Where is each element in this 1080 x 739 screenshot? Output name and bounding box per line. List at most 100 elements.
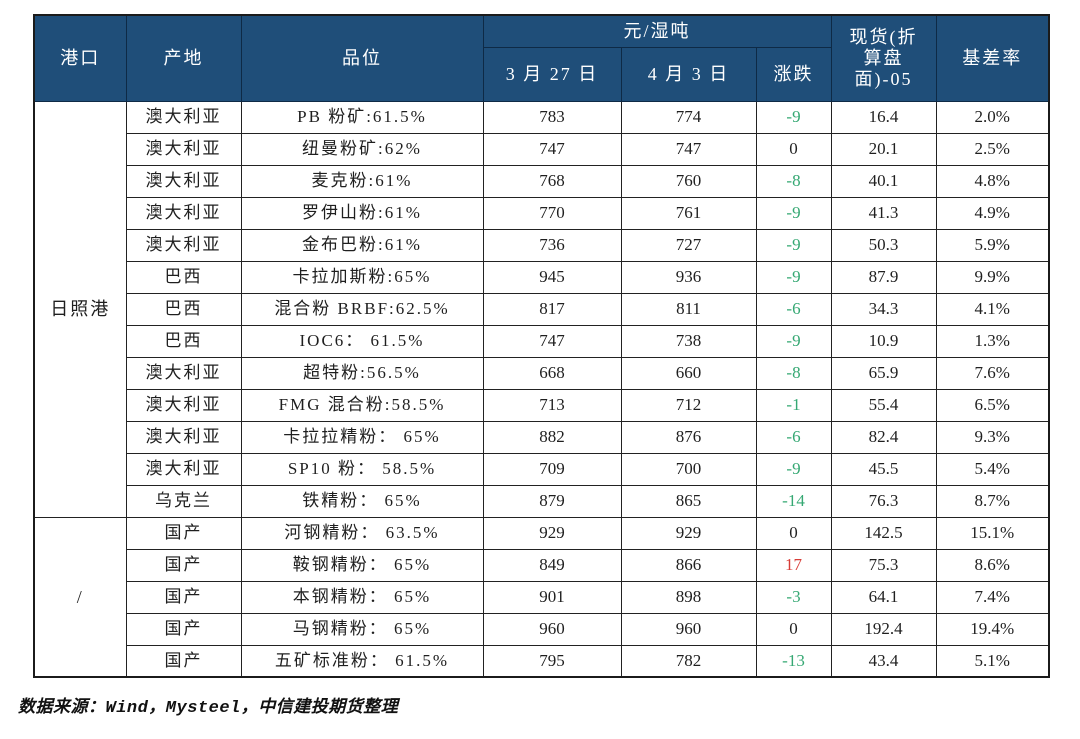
port-cell: 日照港 [33,100,127,518]
grade-cell: PB 粉矿:61.5% [240,100,484,134]
price-cell-apr3: 866 [620,548,757,582]
price-cell-apr3: 865 [620,484,757,518]
change-cell: -9 [755,260,832,294]
price-cell-apr3: 811 [620,292,757,326]
origin-cell: 国产 [125,612,242,646]
price-cell-apr3: 876 [620,420,757,454]
spot-cell: 192.4 [830,612,937,646]
origin-cell: 澳大利亚 [125,452,242,486]
spot-cell: 142.5 [830,516,937,550]
origin-cell: 澳大利亚 [125,388,242,422]
grade-cell: IOC6： 61.5% [240,324,484,358]
origin-cell: 巴西 [125,260,242,294]
price-cell-apr3: 700 [620,452,757,486]
basis-cell: 6.5% [935,388,1050,422]
table-row: 澳大利亚 金布巴粉:61% 736 727 -9 50.3 5.9% [34,228,1050,262]
col-header-port: 港口 [33,14,127,102]
price-cell-apr3: 738 [620,324,757,358]
change-cell: 0 [755,132,832,166]
price-cell-mar27: 795 [482,644,622,678]
price-cell-mar27: 929 [482,516,622,550]
grade-cell: 罗伊山粉:61% [240,196,484,230]
price-cell-apr3: 727 [620,228,757,262]
col-header-change: 涨跌 [755,46,832,102]
origin-cell: 澳大利亚 [125,420,242,454]
origin-cell: 国产 [125,548,242,582]
grade-cell: 本钢精粉： 65% [240,580,484,614]
price-cell-apr3: 929 [620,516,757,550]
col-header-grade: 品位 [240,14,484,102]
price-cell-mar27: 882 [482,420,622,454]
price-table-container: 港口 产地 品位 元/湿吨 现货(折 算盘 面)-05 基差率 3 月 27 日 4… [33,14,1051,678]
table-row: 澳大利亚 罗伊山粉:61% 770 761 -9 41.3 4.9% [34,196,1050,230]
table-row: 巴西 IOC6： 61.5% 747 738 -9 10.9 1.3% [34,324,1050,358]
change-cell: -8 [755,164,832,198]
table-body: 日照港 澳大利亚 PB 粉矿:61.5% 783 774 -9 16.4 2.0% 澳大利亚 纽曼… [33,100,1050,678]
table-row: / 国产 河钢精粉： 63.5% 929 929 0 142.5 15.1% [33,516,1050,678]
basis-cell: 2.0% [935,100,1050,134]
price-cell-apr3: 660 [620,356,757,390]
grade-cell: SP10 粉： 58.5% [240,452,484,486]
grade-cell: 河钢精粉： 63.5% [240,516,484,550]
price-cell-mar27: 817 [482,292,622,326]
price-cell-apr3: 960 [620,612,757,646]
change-cell: -14 [755,484,832,518]
basis-cell: 9.9% [935,260,1050,294]
spot-cell: 76.3 [830,484,937,518]
col-header-date-mar27: 3 月 27 日 [482,46,622,102]
spot-cell: 20.1 [830,132,937,166]
grade-cell: 卡拉加斯粉:65% [240,260,484,294]
spot-header-line: 现货(折 [849,27,918,48]
spot-header-line: 算盘 [863,47,904,68]
price-cell-mar27: 879 [482,484,622,518]
origin-cell: 澳大利亚 [125,164,242,198]
grade-cell: 卡拉拉精粉： 65% [240,420,484,454]
basis-cell: 4.1% [935,292,1050,326]
grade-cell: 纽曼粉矿:62% [240,132,484,166]
basis-cell: 8.7% [935,484,1050,518]
change-cell: -3 [755,580,832,614]
price-cell-apr3: 782 [620,644,757,678]
change-cell: -9 [755,452,832,486]
basis-cell: 7.6% [935,356,1050,390]
change-cell: -1 [755,388,832,422]
grade-cell: 铁精粉： 65% [240,484,484,518]
spot-cell: 75.3 [830,548,937,582]
price-cell-apr3: 774 [620,100,757,134]
port-cell: / [33,516,127,678]
basis-cell: 4.9% [935,196,1050,230]
change-cell: 0 [755,612,832,646]
price-cell-apr3: 747 [620,132,757,166]
origin-cell: 国产 [125,580,242,614]
basis-cell: 1.3% [935,324,1050,358]
grade-cell: 超特粉:56.5% [240,356,484,390]
origin-cell: 澳大利亚 [125,196,242,230]
basis-cell: 5.1% [935,644,1050,678]
spot-cell: 65.9 [830,356,937,390]
price-cell-mar27: 945 [482,260,622,294]
table-row: 国产 鞍钢精粉： 65% 849 866 17 75.3 8.6% [34,548,1050,582]
data-source-note: 数据来源：Wind，Mysteel，中信建投期货整理 [18,699,399,718]
change-cell: -9 [755,324,832,358]
table-row: 巴西 混合粉 BRBF:62.5% 817 811 -6 34.3 4.1% [34,292,1050,326]
table-row: 澳大利亚 卡拉拉精粉： 65% 882 876 -6 82.4 9.3% [34,420,1050,454]
iron-ore-price-table: 港口 产地 品位 元/湿吨 现货(折 算盘 面)-05 基差率 3 月 27 日 4… [33,14,1051,678]
change-cell: -9 [755,196,832,230]
price-cell-mar27: 770 [482,196,622,230]
change-cell: -8 [755,356,832,390]
change-cell: -9 [755,228,832,262]
col-header-basis-rate: 基差率 [935,14,1050,102]
spot-cell: 82.4 [830,420,937,454]
table-row: 澳大利亚 SP10 粉： 58.5% 709 700 -9 45.5 5.4% [34,452,1050,486]
price-cell-mar27: 768 [482,164,622,198]
change-cell: 0 [755,516,832,550]
table-row: 澳大利亚 FMG 混合粉:58.5% 713 712 -1 55.4 6.5% [34,388,1050,422]
price-cell-apr3: 760 [620,164,757,198]
change-cell: -6 [755,420,832,454]
basis-cell: 19.4% [935,612,1050,646]
price-cell-mar27: 747 [482,324,622,358]
table-row: 澳大利亚 超特粉:56.5% 668 660 -8 65.9 7.6% [34,356,1050,390]
grade-cell: 五矿标准粉： 61.5% [240,644,484,678]
col-header-origin: 产地 [125,14,242,102]
table-row: 巴西 卡拉加斯粉:65% 945 936 -9 87.9 9.9% [34,260,1050,294]
